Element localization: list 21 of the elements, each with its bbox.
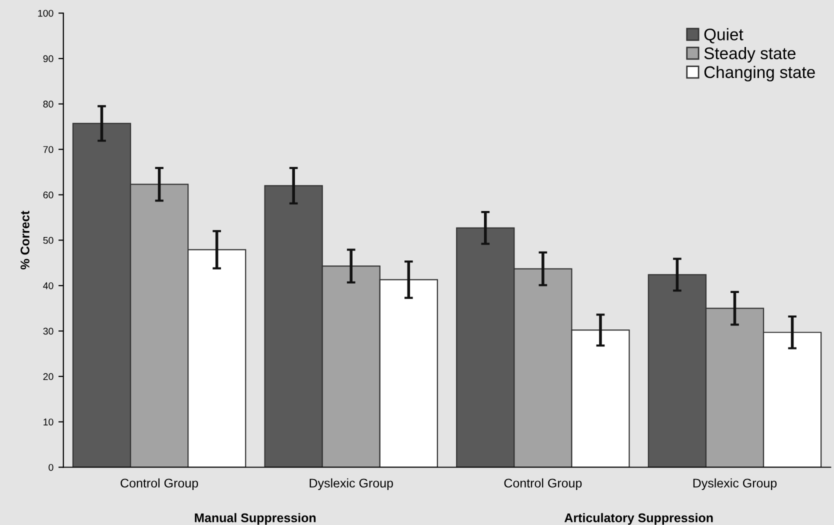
y-tick-label: 70 — [43, 146, 54, 153]
x-tick-label: Dyslexic Group — [693, 478, 777, 490]
y-tick-label: 60 — [43, 192, 54, 198]
x-tick-label: Control Group — [120, 478, 198, 490]
y-axis-title: % Correct — [20, 210, 30, 270]
text: Manual Suppression — [194, 513, 316, 525]
y-tick-label: 90 — [43, 55, 54, 62]
y-tick-label: 100 — [38, 10, 54, 17]
legend-label: Steady state — [704, 46, 796, 63]
y-tick-label: 80 — [43, 100, 54, 108]
text: Articulatory Suppression — [564, 513, 713, 525]
y-tick-label: 20 — [43, 373, 54, 380]
x-tick-label: Control Group — [504, 478, 582, 490]
x-tick-label: Dyslexic Group — [310, 478, 393, 490]
legend-label: Quiet — [704, 28, 744, 44]
y-tick-label: 50 — [43, 236, 54, 244]
y-tick-label: 0 — [48, 464, 54, 471]
y-tick-label: 10 — [44, 418, 54, 426]
y-tick-label: 30 — [43, 328, 54, 335]
y-tick-label: 40 — [43, 282, 54, 290]
legend-label: Changing state — [704, 66, 815, 82]
